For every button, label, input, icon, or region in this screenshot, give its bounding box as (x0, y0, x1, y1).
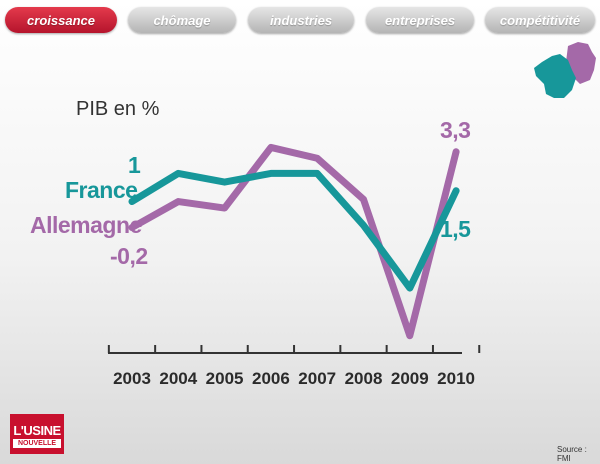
tab-bar: croissance chômage industries entreprise… (0, 0, 600, 40)
allemagne-end-value-label: 3,3 (440, 117, 471, 143)
chart-title: PIB en % (76, 98, 160, 120)
france-end-value-label: 1,5 (440, 216, 471, 242)
x-tick-label-2006: 2006 (252, 369, 290, 388)
x-tick-label-2010: 2010 (437, 369, 475, 388)
tab-chomage[interactable]: chômage (128, 7, 236, 33)
allemagne-legend-label: Allemagne (30, 212, 142, 238)
tab-entreprises[interactable]: entreprises (366, 7, 474, 33)
x-tick-label-2008: 2008 (345, 369, 383, 388)
series-line-france (128, 169, 460, 292)
allemagne-start-value-label: -0,2 (110, 243, 148, 269)
usine-nouvelle-logo: L'USINE NOUVELLE (10, 414, 64, 454)
x-tick-label-2007: 2007 (298, 369, 336, 388)
x-axis-tick-labels: 2003 2004 2005 2006 2007 2008 2009 2010 (113, 369, 475, 388)
x-tick-label-2009: 2009 (391, 369, 429, 388)
x-tick-label-2005: 2005 (206, 369, 244, 388)
france-germany-map-icon (534, 42, 596, 98)
x-axis-ticks (107, 345, 481, 353)
source-note: Source : FMI (557, 445, 587, 463)
tab-industries[interactable]: industries (248, 7, 354, 33)
tab-competitivite[interactable]: compétitivité (485, 7, 595, 33)
x-tick-label-2004: 2004 (159, 369, 197, 388)
france-start-value-label: 1 (128, 152, 141, 178)
series-line-allemagne (128, 143, 460, 340)
x-tick-label-2003: 2003 (113, 369, 151, 388)
france-legend-label: France (65, 177, 138, 203)
tab-croissance[interactable]: croissance (5, 7, 117, 33)
